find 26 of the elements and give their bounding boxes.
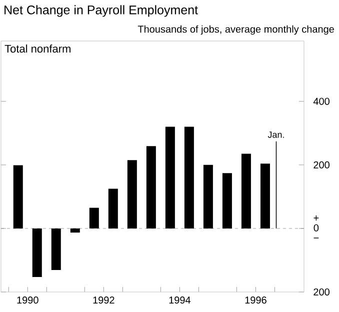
x-tick-label: 1992 bbox=[93, 296, 114, 304]
annotation: Jan. bbox=[268, 132, 284, 138]
chart-title: Net Change in Payroll Employment bbox=[4, 5, 198, 17]
bar bbox=[222, 173, 232, 228]
bar bbox=[51, 228, 61, 270]
y-tick-label: + 0 − bbox=[314, 216, 319, 238]
y-tick-label: 200 bbox=[314, 288, 330, 296]
bar bbox=[13, 165, 23, 228]
x-tick-label: 1994 bbox=[169, 296, 191, 304]
chart-subtitle: Thousands of jobs, average monthly change bbox=[138, 25, 334, 35]
bar bbox=[260, 164, 270, 228]
bar bbox=[70, 228, 80, 233]
bar bbox=[203, 164, 213, 228]
bar bbox=[89, 208, 99, 228]
bar bbox=[241, 154, 251, 228]
bar bbox=[146, 146, 156, 228]
bar bbox=[127, 160, 137, 228]
annotation: Total nonfarm bbox=[4, 44, 70, 53]
bar bbox=[108, 188, 118, 228]
x-tick-label: 1996 bbox=[245, 296, 266, 304]
y-tick-label: 200 bbox=[314, 161, 330, 168]
x-tick-label: 1990 bbox=[17, 296, 38, 304]
bar bbox=[32, 228, 42, 278]
bar bbox=[184, 126, 194, 228]
bar bbox=[165, 126, 175, 228]
y-tick-label: 400 bbox=[313, 98, 330, 105]
